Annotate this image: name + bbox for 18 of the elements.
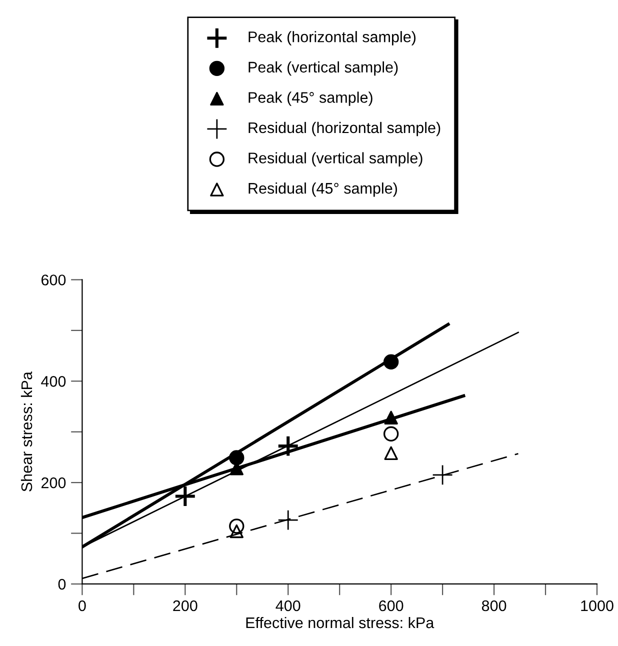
x-tick-label: 800 [482,600,506,612]
y-tick-label: 200 [42,477,66,488]
x-tick-label: 200 [173,600,198,612]
x-tick-label: 600 [379,600,404,612]
legend-label: Peak (vertical sample) [248,61,398,76]
y-tick-label: 0 [58,578,66,590]
legend-label: Peak (45° sample) [248,92,372,106]
y-tick-label: 600 [42,274,66,286]
legend-label: Residual (horizontal sample) [248,122,440,136]
x-axis-title: Effective normal stress: kPa [246,616,434,628]
legend-label: Residual (vertical sample) [248,152,422,166]
legend-label: Peak (horizontal sample) [248,31,416,46]
x-tick-label: 0 [78,600,86,612]
y-tick-label: 400 [41,376,66,387]
x-tick-label: 1000 [581,600,614,612]
y-axis-title: Shear stress: kPa [20,372,32,492]
x-tick-label: 400 [276,600,300,612]
legend-label: Residual (45° sample) [248,182,397,197]
